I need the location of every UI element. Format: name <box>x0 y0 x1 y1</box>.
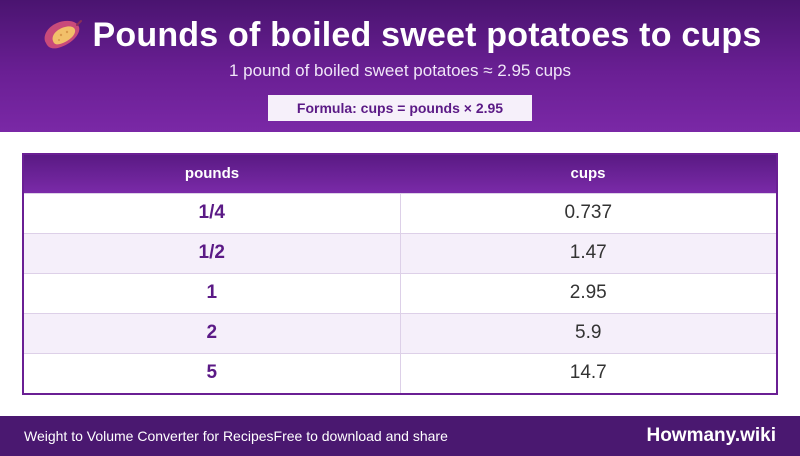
table-row: 2 5.9 <box>24 312 776 353</box>
brand-logo-text[interactable]: Howmany.wiki <box>646 425 776 446</box>
cups-cell: 1.47 <box>400 232 776 273</box>
formula-badge: Formula: cups = pounds × 2.95 <box>268 95 532 121</box>
pounds-cell: 1/4 <box>24 192 401 233</box>
conversion-table: pounds cups 1/4 0.737 1/2 1.47 1 2.95 2 … <box>22 153 778 395</box>
table-header-row: pounds cups <box>24 155 776 193</box>
table-row: 1/2 1.47 <box>24 232 776 273</box>
pounds-cell: 1 <box>24 272 401 313</box>
column-header-pounds: pounds <box>184 165 240 183</box>
cups-cell: 2.95 <box>400 272 776 313</box>
column-header-cups: cups <box>570 165 606 183</box>
table-row: 1 2.95 <box>24 272 776 313</box>
sweet-potato-icon <box>44 20 82 49</box>
header-banner: Pounds of boiled sweet potatoes to cups … <box>0 0 800 132</box>
footer-converter-label: Weight to Volume Converter for Recipes <box>24 428 274 444</box>
pounds-cell: 2 <box>24 312 401 353</box>
page-title: Pounds of boiled sweet potatoes to cups <box>92 15 762 54</box>
table-row: 1/4 0.737 <box>24 192 776 233</box>
pounds-cell: 1/2 <box>24 232 401 273</box>
cups-cell: 5.9 <box>400 312 776 353</box>
cups-cell: 0.737 <box>400 192 776 233</box>
cups-cell: 14.7 <box>400 352 776 393</box>
footer-share-label: Free to download and share <box>273 428 448 444</box>
footer-bar: Weight to Volume Converter for Recipes F… <box>0 416 800 456</box>
title-row: Pounds of boiled sweet potatoes to cups <box>0 12 800 58</box>
table-row: 5 14.7 <box>24 352 776 393</box>
pounds-cell: 5 <box>24 352 401 393</box>
page-subtitle: 1 pound of boiled sweet potatoes ≈ 2.95 … <box>228 61 572 80</box>
